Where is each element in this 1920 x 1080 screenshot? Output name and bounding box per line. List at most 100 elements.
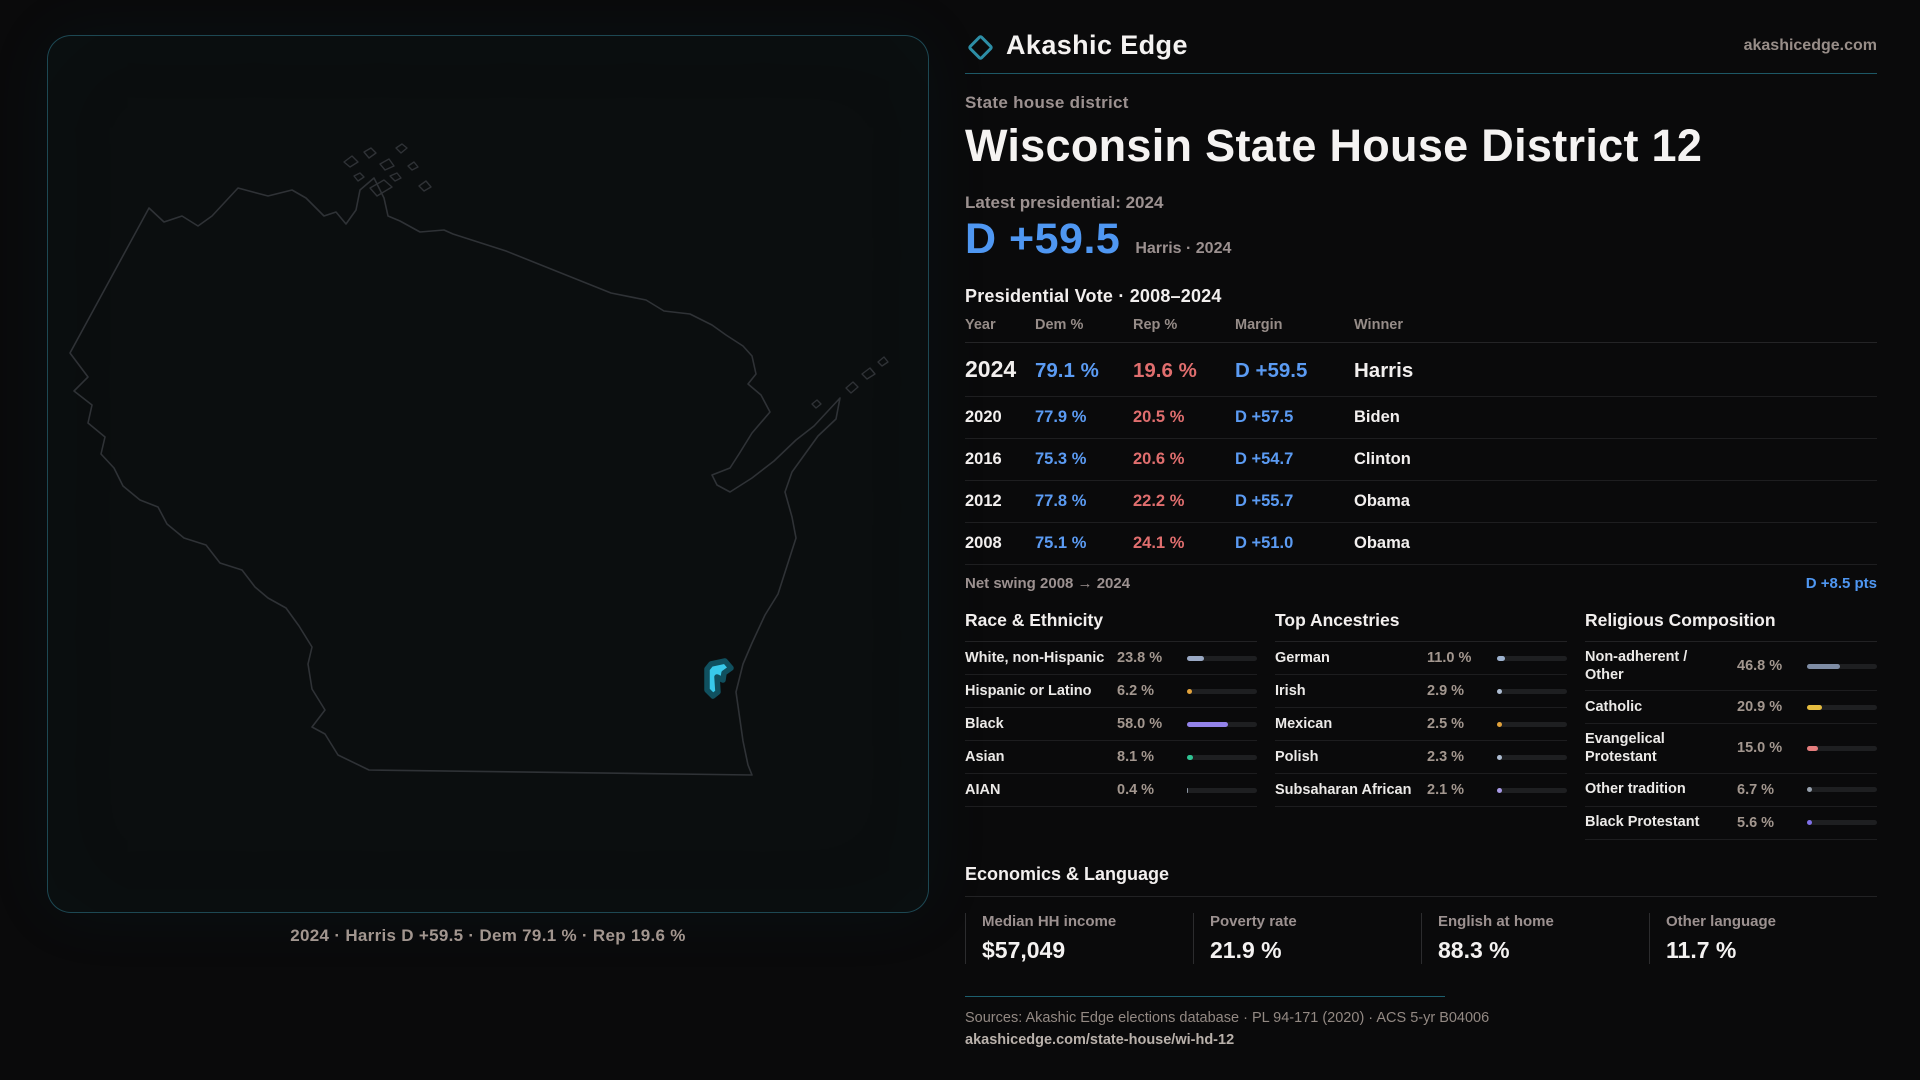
net-swing-row: Net swing 2008 → 2024 D +8.5 pts bbox=[965, 575, 1877, 592]
demo-value: 2.9 % bbox=[1427, 683, 1465, 699]
map-caption: 2024 · Harris D +59.5 · Dem 79.1 % · Rep… bbox=[290, 926, 686, 945]
demo-row: Other tradition 6.7 % bbox=[1585, 774, 1877, 807]
district-report: Akashic Edge akashicedge.com State house… bbox=[965, 30, 1877, 1049]
net-swing-label: Net swing 2008 → 2024 bbox=[965, 575, 1131, 592]
bar-track bbox=[1807, 787, 1877, 792]
demo-label: White, non-Hispanic bbox=[965, 649, 1105, 666]
demo-row: Black 58.0 % bbox=[965, 708, 1257, 741]
econ-stat: Median HH income $57,049 bbox=[965, 912, 1193, 964]
demo-label: Asian bbox=[965, 748, 1005, 765]
bar-track bbox=[1807, 704, 1877, 710]
econ-stat-label: Other language bbox=[1666, 912, 1777, 930]
demo-value: 46.8 % bbox=[1737, 658, 1783, 675]
vote-winner: Clinton bbox=[1354, 450, 1411, 468]
demo-label: Polish bbox=[1275, 748, 1319, 765]
bar-track bbox=[1187, 787, 1257, 793]
demo-row: Irish 2.9 % bbox=[1275, 675, 1567, 708]
bar-fill bbox=[1807, 663, 1840, 669]
demo-list: German 11.0 % Irish 2.9 % Mexican 2.5 % Polish… bbox=[1275, 642, 1567, 807]
bar-fill bbox=[1497, 754, 1502, 760]
col-rep: Rep % bbox=[1133, 317, 1178, 333]
vote-dem: 79.1 % bbox=[1035, 359, 1099, 382]
econ-stat: Poverty rate 21.9 % bbox=[1193, 912, 1421, 964]
map-panel bbox=[47, 35, 929, 913]
vote-table-row: 2020 77.9 % 20.5 % D +57.5 Biden bbox=[965, 397, 1877, 439]
demo-value: 2.1 % bbox=[1427, 782, 1465, 798]
footer: Sources: Akashic Edge elections database… bbox=[965, 995, 1877, 1049]
header: Akashic Edge akashicedge.com bbox=[965, 30, 1877, 61]
vote-dem: 75.3 % bbox=[1035, 450, 1087, 468]
demo-value: 8.1 % bbox=[1117, 749, 1155, 765]
headline-subtitle: Harris · 2024 bbox=[1135, 240, 1232, 257]
bar-fill bbox=[1497, 688, 1502, 694]
headline-margin: D +59.5 bbox=[965, 215, 1121, 263]
demo-value: 23.8 % bbox=[1117, 650, 1163, 666]
bar-fill bbox=[1807, 820, 1812, 825]
vote-dem: 77.8 % bbox=[1035, 492, 1087, 510]
demo-label: Other tradition bbox=[1585, 781, 1686, 798]
vote-table-header: Year Dem % Rep % Margin Winner bbox=[965, 317, 1877, 343]
bar-track bbox=[1807, 820, 1877, 825]
vote-table-row: 2008 75.1 % 24.1 % D +51.0 Obama bbox=[965, 523, 1877, 565]
bar-fill bbox=[1497, 655, 1505, 661]
site-domain-link[interactable]: akashicedge.com bbox=[1743, 36, 1877, 54]
demo-row: Catholic 20.9 % bbox=[1585, 691, 1877, 725]
permalink[interactable]: akashicedge.com/state-house/wi-hd-12 bbox=[965, 1031, 1235, 1048]
demo-label: Catholic bbox=[1585, 699, 1643, 716]
district-highlight[interactable] bbox=[704, 658, 734, 699]
vote-rep: 20.5 % bbox=[1133, 408, 1185, 426]
vote-table-row: 2012 77.8 % 22.2 % D +55.7 Obama bbox=[965, 481, 1877, 523]
bar-track bbox=[1497, 721, 1567, 727]
state-outline bbox=[69, 177, 841, 776]
bar-track bbox=[1187, 688, 1257, 694]
vote-table-title: Presidential Vote · 2008–2024 bbox=[965, 286, 1222, 306]
bar-fill bbox=[1497, 721, 1502, 727]
latest-presidential-label: Latest presidential: 2024 bbox=[965, 193, 1164, 212]
vote-rep: 22.2 % bbox=[1133, 492, 1185, 510]
vote-table-row: 2024 79.1 % 19.6 % D +59.5 Harris bbox=[965, 343, 1877, 397]
brand-name: Akashic Edge bbox=[1006, 30, 1188, 60]
vote-rep: 19.6 % bbox=[1133, 359, 1197, 382]
demo-value: 58.0 % bbox=[1117, 716, 1163, 732]
demo-label: Evangelical Protestant bbox=[1585, 731, 1665, 766]
bar-track bbox=[1497, 688, 1567, 694]
econ-stat-value: 11.7 % bbox=[1666, 936, 1737, 963]
economics-title: Economics & Language bbox=[965, 863, 1170, 884]
vote-year: 2008 bbox=[965, 534, 1002, 552]
vote-table-body: 2024 79.1 % 19.6 % D +59.5 Harris 2020 77.9 % 2… bbox=[965, 343, 1877, 565]
vote-rep: 24.1 % bbox=[1133, 534, 1185, 552]
demo-column-title: Top Ancestries bbox=[1275, 610, 1567, 642]
col-year: Year bbox=[965, 317, 996, 333]
footer-divider bbox=[965, 995, 1445, 997]
vote-rep: 20.6 % bbox=[1133, 450, 1185, 468]
bar-track bbox=[1497, 787, 1567, 793]
demo-label: Irish bbox=[1275, 682, 1306, 699]
vote-year: 2020 bbox=[965, 408, 1002, 426]
demo-label: AIAN bbox=[965, 781, 1001, 798]
demo-row: White, non-Hispanic 23.8 % bbox=[965, 642, 1257, 675]
demo-label: Mexican bbox=[1275, 715, 1333, 732]
demo-column-title: Religious Composition bbox=[1585, 610, 1877, 642]
demo-column-title: Race & Ethnicity bbox=[965, 610, 1257, 642]
econ-stat-value: 21.9 % bbox=[1210, 936, 1282, 963]
vote-table-row: 2016 75.3 % 20.6 % D +54.7 Clinton bbox=[965, 439, 1877, 481]
headline: D +59.5 Harris · 2024 bbox=[965, 215, 1877, 264]
demo-row: Mexican 2.5 % bbox=[1275, 708, 1567, 741]
col-margin: Margin bbox=[1235, 317, 1283, 333]
net-swing-value: D +8.5 pts bbox=[1805, 575, 1877, 592]
demo-row: AIAN 0.4 % bbox=[965, 774, 1257, 807]
sources-line: Sources: Akashic Edge elections database… bbox=[965, 1009, 1490, 1026]
diamond-logo-icon bbox=[967, 33, 994, 61]
bar-track bbox=[1807, 745, 1877, 751]
demo-value: 5.6 % bbox=[1737, 814, 1775, 831]
economics-stats: Median HH income $57,049 Poverty rate 21.9 … bbox=[965, 912, 1877, 964]
bar-fill bbox=[1187, 721, 1228, 727]
demo-column: Top Ancestries German 11.0 % Irish 2.9 % Mexi… bbox=[1275, 610, 1567, 840]
demo-row: Asian 8.1 % bbox=[965, 741, 1257, 774]
econ-stat-value: $57,049 bbox=[982, 936, 1066, 963]
bar-fill bbox=[1497, 787, 1502, 793]
bar-track bbox=[1497, 655, 1567, 661]
bar-fill bbox=[1807, 787, 1812, 792]
vote-margin: D +51.0 bbox=[1235, 534, 1294, 552]
demo-row: Black Protestant 5.6 % bbox=[1585, 807, 1877, 840]
